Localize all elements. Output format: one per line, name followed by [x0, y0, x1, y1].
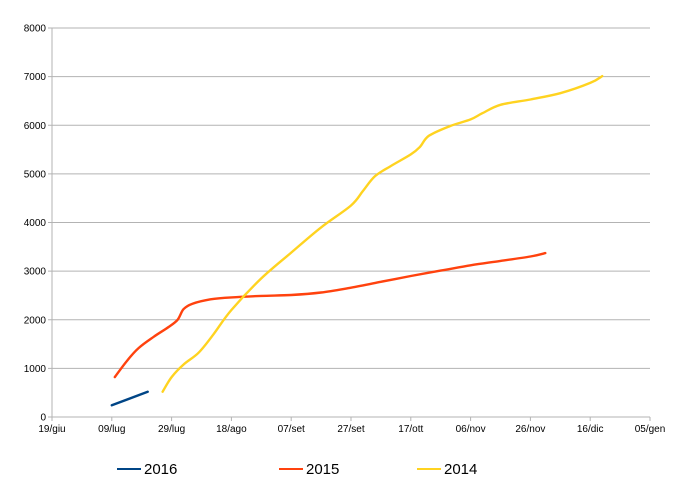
series-line-2016	[110, 390, 149, 407]
y-tick-label-2000: 2000	[24, 315, 47, 326]
x-tick-label-29/lug: 29/lug	[158, 424, 185, 435]
x-tick-label-19/giu: 19/giu	[38, 424, 65, 435]
y-tick-label-3000: 3000	[24, 267, 47, 278]
series-line-2014	[161, 74, 604, 393]
y-tick-labels: 0 1000 2000 3000 4000 5000 6000 7000 8000	[24, 24, 47, 424]
gridlines	[52, 27, 650, 369]
legend-label-2015: 2015	[306, 461, 339, 478]
x-tick-label-16/dic: 16/dic	[577, 424, 604, 435]
series-line-2015	[113, 251, 547, 379]
y-tick-label-1000: 1000	[24, 364, 47, 375]
y-tick-label-4000: 4000	[24, 218, 47, 229]
y-tick-label-5000: 5000	[24, 169, 47, 180]
y-tick-label-0: 0	[40, 413, 46, 424]
y-tick-label-8000: 8000	[24, 24, 47, 35]
x-tick-label-09/lug: 09/lug	[98, 424, 125, 435]
legend-label-2016: 2016	[144, 461, 177, 478]
x-tick-label-05/gen: 05/gen	[635, 424, 666, 435]
axes	[48, 27, 651, 421]
x-tick-label-27/set: 27/set	[337, 424, 364, 435]
x-tick-labels: 19/giu 09/lug 29/lug 18/ago 07/set 27/set 17/o…	[38, 424, 665, 435]
legend-label-2014: 2014	[444, 461, 477, 478]
legend: 2016 2015 2014	[117, 461, 477, 478]
y-tick-label-6000: 6000	[24, 121, 47, 132]
x-tick-label-26/nov: 26/nov	[515, 424, 545, 435]
x-tick-label-18/ago: 18/ago	[216, 424, 247, 435]
x-tick-label-17/ott: 17/ott	[398, 424, 423, 435]
x-tick-label-07/set: 07/set	[278, 424, 305, 435]
y-tick-label-7000: 7000	[24, 72, 47, 83]
x-tick-label-06/nov: 06/nov	[456, 424, 486, 435]
series-lines	[110, 74, 604, 407]
